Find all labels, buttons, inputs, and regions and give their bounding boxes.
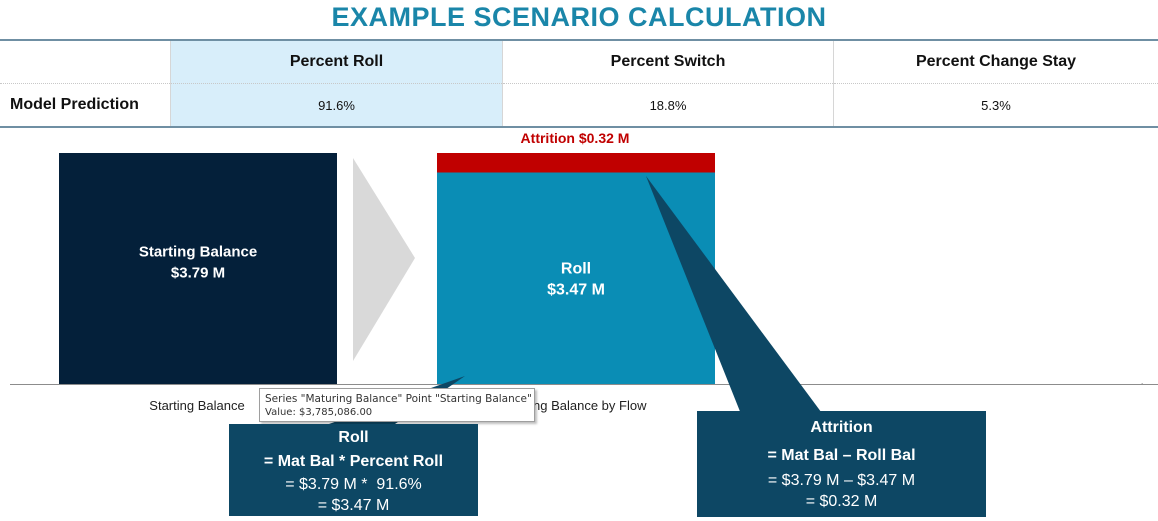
attrition-formula-callout: Attrition = Mat Bal – Roll Bal = $3.79 M… — [697, 411, 986, 517]
x-tick-label-flow: ng Balance by Flow — [533, 398, 647, 413]
balance-flow-chart: . Starting Balance $3.79 M Roll $3.47 M … — [10, 130, 1158, 424]
roll-callout-line2: = $3.47 M — [317, 497, 390, 514]
flow-arrow-shape — [353, 158, 415, 361]
table-corner-cell — [0, 40, 171, 84]
attrition-callout-line1: = $3.79 M – $3.47 M — [767, 472, 916, 489]
attrition-callout-pointer — [646, 176, 830, 424]
table-row: Model Prediction 91.6% 18.8% 5.3% — [0, 83, 1158, 127]
header-percent-roll: Percent Roll — [170, 40, 503, 84]
header-percent-switch: Percent Switch — [502, 40, 834, 84]
value-percent-change-stay: 5.3% — [981, 97, 1011, 113]
attrition-callout-title: Attrition — [810, 419, 873, 436]
data-label-roll-title: Roll — [561, 260, 591, 277]
bar-starting-balance[interactable] — [59, 153, 337, 384]
tooltip-series-line: Series "Maturing Balance" Point "Startin… — [265, 393, 532, 405]
attrition-callout-formula: = Mat Bal – Roll Bal — [767, 447, 916, 464]
roll-formula-callout: Roll = Mat Bal * Percent Roll = $3.79 M … — [229, 424, 478, 516]
page-title: EXAMPLE SCENARIO CALCULATION — [331, 2, 827, 32]
roll-callout-formula: = Mat Bal * Percent Roll — [263, 453, 444, 470]
value-percent-roll: 91.6% — [170, 83, 503, 127]
data-label-starting-title: Starting Balance — [139, 244, 257, 261]
data-label-attrition: Attrition $0.32 M — [521, 130, 630, 146]
roll-callout-line1: = $3.79 M * 91.6% — [285, 476, 422, 493]
roll-callout-title: Roll — [338, 429, 369, 446]
data-label-starting-value: $3.79 M — [171, 265, 225, 282]
tooltip-value-line: Value: $3,785,086.00 — [265, 407, 373, 418]
chart-tooltip: Series "Maturing Balance" Point "Startin… — [259, 388, 535, 422]
value-percent-switch: 18.8% — [502, 83, 834, 127]
attrition-callout-line2: = $0.32 M — [805, 493, 878, 510]
header-percent-change-stay: Percent Change Stay — [833, 40, 1158, 84]
table-header-row: Percent Roll Percent Switch Percent Chan… — [0, 40, 1158, 84]
data-label-roll-value: $3.47 M — [547, 281, 605, 298]
row-label-model-prediction: Model Prediction — [0, 83, 171, 127]
bar-attrition[interactable] — [437, 153, 715, 173]
chart-edge-dot: . — [1141, 377, 1143, 386]
bar-roll[interactable] — [437, 172, 715, 384]
x-tick-label-starting-balance: Starting Balance — [149, 398, 244, 413]
prediction-table: Percent Roll Percent Switch Percent Chan… — [0, 39, 1158, 128]
